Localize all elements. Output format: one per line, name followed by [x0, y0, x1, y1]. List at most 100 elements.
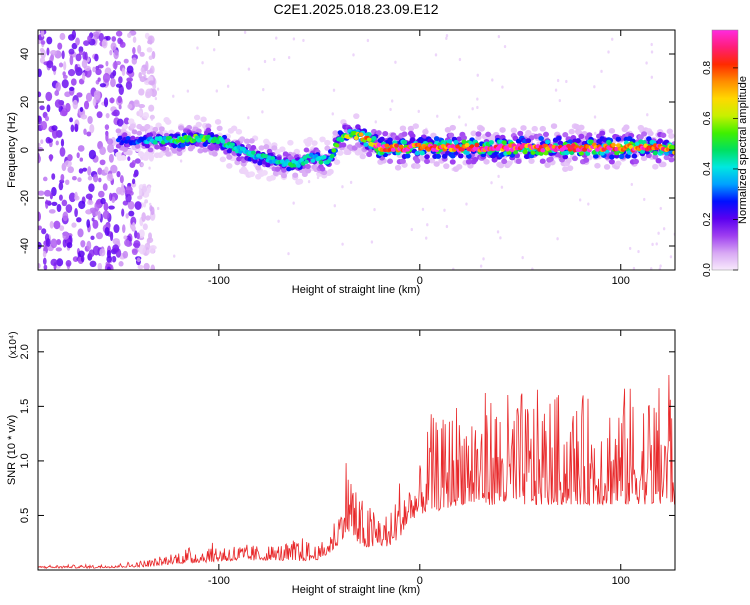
noise-cell [196, 46, 199, 50]
noise-cell [138, 88, 145, 96]
ridge-cell [384, 143, 390, 148]
ridge-cell [239, 136, 246, 142]
ridge-cell [424, 154, 430, 160]
ridge-cell [586, 132, 593, 138]
y-tick-label: 1.5 [19, 399, 31, 414]
noise-cell [62, 231, 70, 240]
noise-cell [156, 206, 160, 211]
ridge-cell [510, 127, 518, 134]
noise-cell [186, 89, 190, 93]
noise-cell [112, 61, 118, 70]
ridge-cell [441, 153, 448, 159]
noise-cell [578, 198, 582, 202]
ridge-cell [457, 153, 464, 159]
noise-cell [410, 227, 413, 232]
ridge-cell [178, 125, 185, 131]
noise-cell [126, 65, 134, 74]
ridge-cell [337, 150, 344, 156]
ridge-cell [571, 155, 578, 162]
noise-cell [111, 36, 117, 42]
ridge-cell [276, 156, 282, 161]
ridge-cell [144, 143, 150, 149]
noise-cell [637, 249, 640, 254]
spectrogram-panel: -100 0 100 -40 -20 0 20 40 Height of straight … [6, 29, 676, 296]
noise-cell [659, 264, 662, 268]
ridge-cell [497, 162, 505, 169]
noise-cell [55, 140, 59, 146]
noise-cell [146, 47, 153, 53]
noise-cell [83, 40, 90, 46]
noise-cell [64, 91, 71, 98]
ridge-cell [318, 160, 324, 165]
noise-cell [292, 37, 296, 41]
noise-cell [630, 182, 634, 187]
noise-cell [116, 170, 121, 178]
ridge-cell [399, 125, 407, 132]
ridge-cell [195, 121, 202, 128]
noise-cell [68, 48, 75, 55]
ridge-cell [327, 168, 334, 175]
noise-cell [611, 37, 614, 41]
noise-cell [53, 220, 61, 230]
noise-cell [115, 30, 123, 37]
noise-cell [55, 247, 63, 252]
noise-cell [141, 212, 147, 222]
ridge-cell [668, 156, 675, 163]
noise-cell [62, 211, 69, 222]
noise-cell [150, 88, 157, 98]
noise-cell [587, 202, 590, 206]
ridge-cell [304, 159, 309, 165]
ridge-cell [444, 127, 452, 133]
noise-cell [47, 138, 54, 143]
ridge-cell [147, 132, 154, 138]
noise-cell [74, 64, 78, 72]
ridge-cell [319, 166, 326, 172]
noise-cell [57, 42, 63, 50]
ridge-cell [215, 139, 221, 145]
ridge-cell [245, 143, 252, 149]
noise-cell [71, 222, 77, 228]
noise-cell [287, 55, 291, 60]
noise-cell [92, 97, 97, 107]
ridge-cell [517, 130, 524, 137]
noise-cell [70, 124, 75, 133]
noise-cell [655, 242, 658, 246]
snr-y-axis-label: SNR (10 * v/v) [6, 415, 18, 485]
noise-cell [491, 78, 494, 82]
noise-cell [45, 238, 51, 247]
noise-cell [138, 72, 142, 79]
noise-cell [503, 44, 507, 49]
noise-cell [38, 91, 42, 98]
noise-cell [149, 245, 155, 254]
noise-cell [121, 182, 125, 193]
noise-cell [134, 158, 141, 164]
noise-cell [54, 99, 62, 108]
noise-cell [100, 197, 106, 205]
ridge-cell [154, 144, 160, 150]
ridge-cell [121, 124, 129, 130]
noise-cell [43, 264, 48, 270]
noise-cell [126, 77, 134, 82]
noise-cell [87, 166, 92, 176]
ridge-cell [668, 133, 675, 139]
noise-cell [86, 240, 92, 251]
noise-cell [133, 101, 140, 108]
ridge-cell [416, 142, 422, 148]
ridge-cell [375, 130, 382, 136]
noise-cell [38, 68, 42, 78]
noise-cell [132, 36, 137, 44]
noise-cell [651, 242, 654, 246]
noise-cell [59, 32, 66, 41]
noise-cell [88, 149, 97, 160]
colorbar-tick-label: 0.2 [702, 212, 713, 226]
noise-cell [150, 264, 156, 270]
noise-cell [556, 237, 559, 241]
ridge-cell [547, 156, 554, 162]
ridge-cell [399, 158, 406, 164]
y-tick-label: 40 [19, 48, 31, 60]
noise-cell [332, 88, 336, 92]
ridge-cell [205, 123, 212, 129]
ridge-cell [279, 146, 286, 153]
noise-cell [127, 201, 135, 210]
noise-cell [628, 246, 632, 251]
